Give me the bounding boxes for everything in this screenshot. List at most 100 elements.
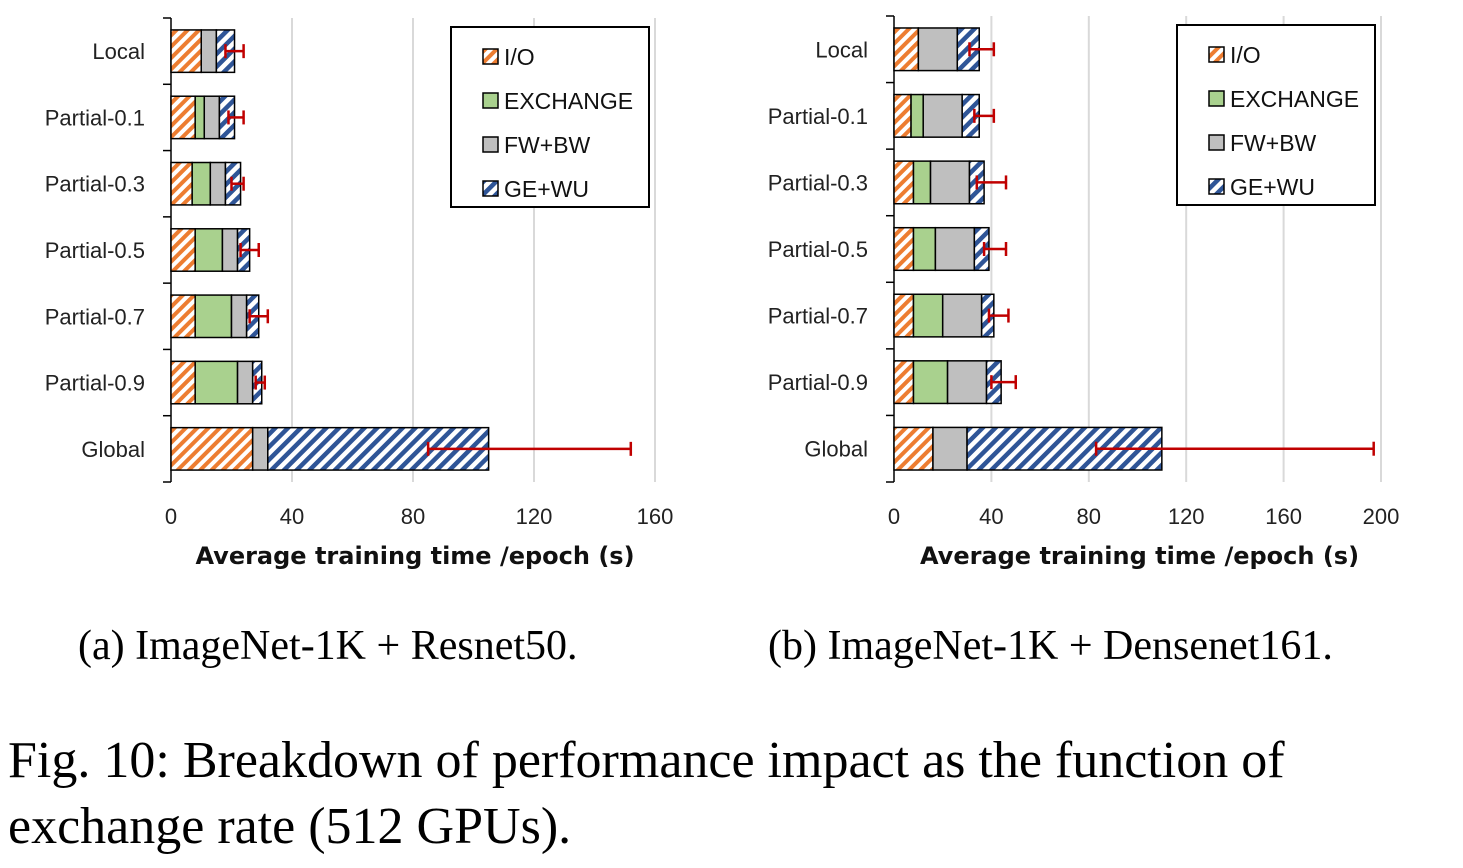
category-label-local: Local: [92, 39, 145, 64]
error-bar-global: [1094, 441, 1375, 456]
category-label-partial-0-7: Partial-0.7: [768, 304, 868, 329]
legend-label-i-o: I/O: [504, 44, 535, 70]
bar-exchange-partial-0-5: [194, 228, 224, 272]
legend-label-fw-bw: FW+BW: [1230, 130, 1317, 156]
error-bar-partial-0-7: [987, 308, 1010, 323]
figure-caption: Fig. 10: Breakdown of performance impact…: [8, 732, 1285, 855]
bar-fw-bw-partial-0-9: [946, 360, 988, 405]
legend-label-fw-bw: FW+BW: [504, 132, 591, 158]
bar-fw-bw-global: [932, 426, 968, 471]
chart-b-svg: Local Partial-0.1 Partial-0.3 Partial-0.5 Pa…: [768, 15, 1399, 570]
category-label-partial-0-7: Partial-0.7: [45, 304, 145, 329]
category-label-partial-0-5: Partial-0.5: [45, 238, 145, 263]
x-tick-label: 120: [516, 504, 553, 529]
legend-swatch-i-o: [482, 48, 499, 65]
bar-i-o-partial-0-3: [893, 160, 915, 205]
bar-exchange-partial-0-7: [194, 294, 233, 339]
bar-i-o-partial-0-5: [893, 226, 915, 272]
x-tick-label: 80: [401, 504, 425, 529]
bar-i-o-global: [170, 426, 254, 471]
error-bar-partial-0-7: [248, 309, 270, 324]
bar-i-o-local: [893, 27, 920, 72]
bar-i-o-partial-0-1: [170, 95, 196, 140]
category-label-local: Local: [815, 37, 868, 62]
chart-panel-b: Local Partial-0.1 Partial-0.3 Partial-0.5 Pa…: [720, 0, 1440, 600]
category-label-partial-0-1: Partial-0.1: [768, 104, 868, 129]
bar-exchange-partial-0-3: [191, 161, 212, 206]
bar-exchange-partial-0-7: [912, 293, 944, 338]
bar-fw-bw-partial-0-5: [221, 228, 239, 272]
bar-i-o-partial-0-1: [893, 93, 912, 138]
error-bar-global: [426, 441, 633, 456]
bar-i-o-partial-0-7: [170, 294, 196, 339]
error-bar-partial-0-1: [973, 108, 996, 123]
category-label-partial-0-9: Partial-0.9: [45, 371, 145, 396]
bar-i-o-global: [893, 426, 934, 471]
category-label-partial-0-9: Partial-0.9: [768, 370, 868, 395]
x-tick-label: 80: [1077, 504, 1101, 529]
error-bar-partial-0-3: [230, 176, 245, 191]
error-bar-local: [968, 42, 996, 57]
chart-a-svg: Local Partial-0.1 Partial-0.3 Partial-0.5 Pa…: [45, 17, 674, 570]
category-label-partial-0-1: Partial-0.1: [45, 105, 145, 130]
legend-swatch-ge-wu: [1208, 178, 1225, 195]
bar-i-o-partial-0-3: [170, 161, 193, 206]
bar-fw-bw-partial-0-9: [236, 360, 254, 405]
bar-fw-bw-local: [200, 29, 218, 74]
bar-exchange-partial-0-9: [912, 360, 949, 405]
x-axis-label: Average training time /epoch (s): [920, 542, 1359, 570]
category-label-partial-0-5: Partial-0.5: [768, 237, 868, 262]
legend-swatch-exchange: [1208, 90, 1225, 107]
bar-i-o-partial-0-9: [170, 360, 196, 405]
legend-label-exchange: EXCHANGE: [504, 88, 633, 114]
x-tick-label: 40: [280, 504, 304, 529]
bar-exchange-partial-0-5: [912, 226, 937, 272]
x-tick-label: 120: [1168, 504, 1205, 529]
category-label-global: Global: [81, 437, 145, 462]
bar-fw-bw-partial-0-3: [209, 161, 227, 206]
error-bar-partial-0-5: [982, 242, 1008, 256]
error-bar-local: [224, 44, 245, 59]
error-bar-partial-0-1: [227, 110, 245, 125]
category-label-partial-0-3: Partial-0.3: [45, 172, 145, 197]
legend: I/O EXCHANGE FW+BW GE+WU: [450, 26, 650, 208]
bar-fw-bw-partial-0-1: [203, 95, 221, 140]
bar-exchange-partial-0-3: [912, 160, 932, 205]
x-axis-label: Average training time /epoch (s): [195, 542, 634, 570]
error-bar-partial-0-9: [990, 375, 1017, 390]
bar-i-o-partial-0-5: [170, 228, 196, 272]
legend-swatch-i-o: [1208, 46, 1225, 63]
subcaption-a: (a) ImageNet-1K + Resnet50.: [78, 623, 578, 669]
chart-panel-a: Local Partial-0.1 Partial-0.3 Partial-0.5 Pa…: [0, 0, 720, 600]
bar-fw-bw-partial-0-1: [922, 93, 963, 138]
x-tick-label: 0: [888, 504, 900, 529]
legend-label-i-o: I/O: [1230, 42, 1261, 68]
bar-fw-bw-local: [917, 27, 959, 72]
x-tick-label: 160: [637, 504, 674, 529]
bar-exchange-partial-0-9: [194, 360, 239, 405]
legend-label-ge-wu: GE+WU: [1230, 174, 1315, 200]
legend-swatch-fw-bw: [482, 136, 499, 153]
legend-label-exchange: EXCHANGE: [1230, 86, 1359, 112]
error-bar-partial-0-5: [239, 243, 260, 257]
error-bar-partial-0-3: [975, 175, 1008, 190]
legend-swatch-ge-wu: [482, 180, 499, 197]
legend-swatch-exchange: [482, 92, 499, 109]
category-label-partial-0-3: Partial-0.3: [768, 170, 868, 195]
bar-exchange-partial-0-1: [910, 93, 924, 138]
x-tick-label: 160: [1265, 504, 1302, 529]
bar-fw-bw-global: [251, 426, 269, 471]
legend-label-ge-wu: GE+WU: [504, 176, 589, 202]
bar-exchange-partial-0-1: [194, 95, 206, 140]
x-tick-label: 40: [979, 504, 1003, 529]
x-tick-label: 0: [165, 504, 177, 529]
legend: I/O EXCHANGE FW+BW GE+WU: [1176, 24, 1376, 206]
bar-fw-bw-partial-0-5: [934, 226, 976, 272]
category-label-global: Global: [804, 437, 868, 462]
bar-fw-bw-partial-0-7: [941, 293, 983, 338]
bar-i-o-local: [170, 29, 202, 74]
error-bar-partial-0-9: [254, 375, 267, 390]
bar-fw-bw-partial-0-3: [929, 160, 971, 205]
bar-fw-bw-partial-0-7: [230, 294, 248, 339]
bar-i-o-partial-0-7: [893, 293, 915, 338]
